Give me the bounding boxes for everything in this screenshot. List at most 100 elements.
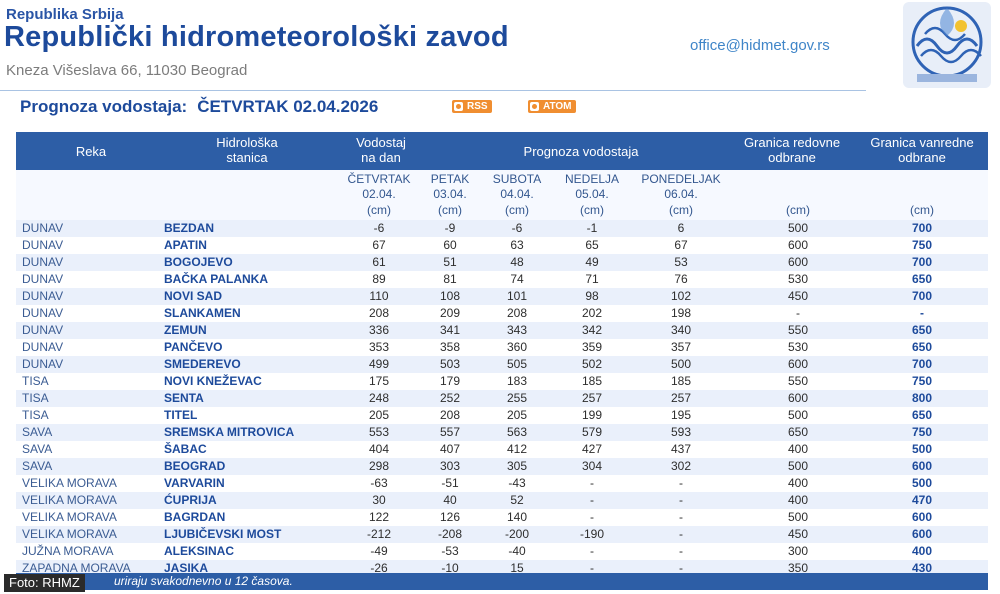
- level-cell: 6: [677, 221, 685, 235]
- station-link[interactable]: JASIKA: [164, 561, 209, 575]
- station-link[interactable]: NOVI SAD: [164, 289, 223, 303]
- email-link[interactable]: office@hidmet.gov.rs: [690, 37, 830, 54]
- station-link[interactable]: TITEL: [164, 408, 198, 422]
- day-name: PETAK: [430, 172, 470, 186]
- station-link[interactable]: SLANKAMEN: [164, 306, 241, 320]
- forecast-date: ČETVRTAK 02.04.2026: [197, 97, 379, 116]
- atom-button[interactable]: ATOM: [528, 100, 576, 113]
- extra-limit-cell: 650: [911, 272, 933, 286]
- photo-credit: Foto: RHMZ: [4, 574, 85, 592]
- level-cell: 195: [670, 408, 692, 422]
- day-name: NEDELJA: [564, 172, 620, 186]
- rhmz-logo-icon[interactable]: [903, 2, 991, 88]
- station-link[interactable]: ĆUPRIJA: [164, 493, 217, 507]
- level-cell: 252: [439, 391, 461, 405]
- day-name: ČETVRTAK: [347, 172, 411, 186]
- river-cell: DUNAV: [22, 238, 64, 252]
- extra-limit-cell: 500: [911, 476, 933, 490]
- station-link[interactable]: SREMSKA MITROVICA: [164, 425, 295, 439]
- station-link[interactable]: VARVARIN: [164, 476, 225, 490]
- regular-limit-cell: 650: [787, 425, 809, 439]
- station-link[interactable]: NOVI KNEŽEVAC: [164, 374, 262, 388]
- level-cell: -: [590, 493, 594, 507]
- level-cell: 122: [368, 510, 390, 524]
- level-cell: 360: [506, 340, 528, 354]
- station-link[interactable]: ŠABAC: [164, 442, 207, 456]
- regular-limit-cell: 400: [787, 476, 809, 490]
- level-cell: 343: [506, 323, 528, 337]
- header-station-2: stanica: [226, 150, 268, 165]
- regular-limit-cell: 500: [787, 459, 809, 473]
- day-date: 03.04.: [433, 187, 467, 201]
- level-cell: 298: [368, 459, 390, 473]
- river-cell: VELIKA MORAVA: [22, 476, 117, 490]
- day-unit: (cm): [438, 203, 462, 217]
- day-date: 04.04.: [500, 187, 534, 201]
- station-link[interactable]: SMEDEREVO: [164, 357, 241, 371]
- level-cell: 502: [581, 357, 603, 371]
- level-cell: 208: [506, 306, 528, 320]
- station-link[interactable]: BAČKA PALANKA: [164, 272, 268, 286]
- level-cell: -190: [579, 527, 605, 541]
- station-link[interactable]: BAGRDAN: [164, 510, 226, 524]
- level-cell: 205: [368, 408, 390, 422]
- level-cell: 81: [443, 272, 457, 286]
- level-cell: 101: [506, 289, 528, 303]
- level-cell: 67: [674, 238, 688, 252]
- station-link[interactable]: LJUBIČEVSKI MOST: [164, 527, 282, 541]
- station-link[interactable]: ALEKSINAC: [164, 544, 235, 558]
- level-cell: 76: [674, 272, 688, 286]
- day-name: SUBOTA: [492, 172, 542, 186]
- level-cell: -212: [366, 527, 392, 541]
- institution-title[interactable]: Republički hidrometeorološki zavod: [4, 21, 509, 53]
- header-river: Reka: [75, 144, 107, 159]
- level-cell: -: [590, 544, 594, 558]
- rss-button[interactable]: RSS: [452, 100, 492, 113]
- station-link[interactable]: APATIN: [164, 238, 207, 252]
- level-cell: -208: [437, 527, 463, 541]
- extra-limit-cell: 800: [911, 391, 933, 405]
- level-cell: 341: [439, 323, 461, 337]
- level-cell: 412: [506, 442, 528, 456]
- level-cell: 248: [368, 391, 390, 405]
- station-link[interactable]: SENTA: [164, 391, 204, 405]
- level-cell: -: [679, 527, 683, 541]
- level-cell: 500: [670, 357, 692, 371]
- station-link[interactable]: ZEMUN: [164, 323, 207, 337]
- table-header-row: Reka Hidrološka stanica Vodostaj na dan …: [16, 132, 988, 170]
- river-cell: DUNAV: [22, 306, 64, 320]
- level-cell: -: [679, 493, 683, 507]
- level-cell: 302: [670, 459, 692, 473]
- river-cell: SAVA: [22, 442, 53, 456]
- level-cell: 505: [506, 357, 528, 371]
- level-cell: 553: [368, 425, 390, 439]
- station-link[interactable]: BEZDAN: [164, 221, 214, 235]
- station-link[interactable]: BEOGRAD: [164, 459, 226, 473]
- table-row: VELIKA MORAVA ĆUPRIJA 30 40 52 - - 400 470: [16, 492, 988, 509]
- level-cell: -: [679, 544, 683, 558]
- level-cell: 205: [506, 408, 528, 422]
- station-link[interactable]: BOGOJEVO: [164, 255, 233, 269]
- river-cell: JUŽNA MORAVA: [22, 544, 114, 558]
- level-cell: -43: [508, 476, 526, 490]
- regular-limit-cell: 600: [787, 357, 809, 371]
- site-header: Republika Srbija Republički hidrometeoro…: [0, 0, 1000, 94]
- level-cell: 359: [581, 340, 603, 354]
- river-cell: DUNAV: [22, 323, 64, 337]
- extra-limit-cell: 650: [911, 340, 933, 354]
- river-cell: TISA: [22, 391, 49, 405]
- day-unit: (cm): [367, 203, 391, 217]
- level-cell: -: [590, 510, 594, 524]
- level-cell: 563: [506, 425, 528, 439]
- level-cell: 305: [506, 459, 528, 473]
- river-cell: DUNAV: [22, 357, 64, 371]
- level-cell: 53: [674, 255, 688, 269]
- extra-limit-cell: 750: [911, 238, 933, 252]
- station-link[interactable]: PANČEVO: [164, 340, 223, 354]
- river-cell: ZAPADNA MORAVA: [22, 561, 131, 575]
- level-cell: 503: [439, 357, 461, 371]
- table-row: VELIKA MORAVA LJUBIČEVSKI MOST -212 -208 -20…: [16, 526, 988, 543]
- regular-limit-cell: 530: [787, 272, 809, 286]
- level-cell: -53: [441, 544, 459, 558]
- level-cell: 89: [372, 272, 386, 286]
